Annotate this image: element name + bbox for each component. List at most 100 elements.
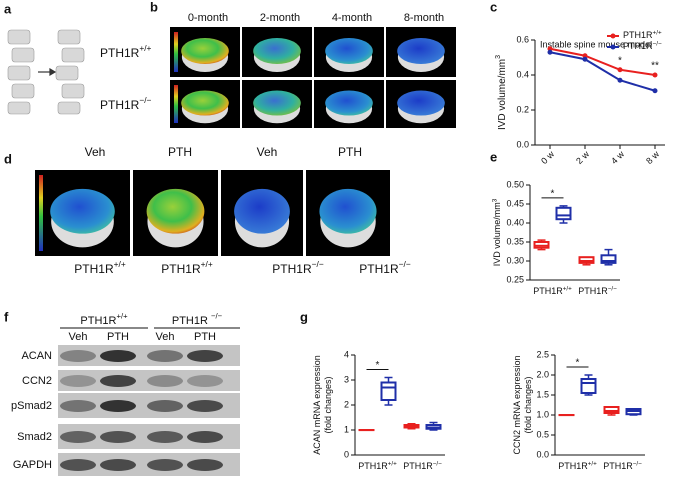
- box: [580, 378, 597, 394]
- column-label: 4-month: [332, 12, 372, 24]
- group-label: PTH1R−/−: [272, 259, 324, 276]
- x-tick-label-base: PTH1R: [578, 286, 608, 296]
- x-tick-label-sup: −/−: [608, 285, 617, 292]
- line: [549, 47, 656, 76]
- panel-label: b: [150, 0, 158, 14]
- y-tick-label: 1.5: [536, 389, 549, 399]
- panel-label: f: [4, 309, 9, 324]
- blot-band: [187, 431, 223, 443]
- lane-label: PTH: [194, 331, 216, 343]
- group-label-base: PTH1R: [80, 315, 116, 327]
- disc-top: [397, 38, 445, 64]
- group-label: PTH1R+/+: [161, 259, 213, 276]
- blot-band: [147, 350, 183, 362]
- y-axis-label-base: IVD volume/mm: [497, 59, 508, 130]
- x-tick-label: 0 w: [539, 149, 556, 166]
- lane-label: Veh: [156, 331, 175, 343]
- blot-row-label: CCN2: [22, 375, 52, 387]
- legend-marker: [610, 44, 616, 50]
- marker: [652, 72, 658, 78]
- y-tick-label: 0.0: [536, 449, 549, 459]
- x-tick-label-base: PTH1R: [533, 286, 563, 296]
- x-tick-label-base: PTH1R: [603, 461, 633, 471]
- group-label: PTH1R+/+: [80, 312, 128, 327]
- y-tick-label: 0.6: [516, 34, 529, 44]
- y-axis-label: IVD volume/mm3: [495, 55, 508, 130]
- disc-top: [181, 90, 229, 116]
- y-axis-label: IVD volume/mm3: [491, 198, 502, 266]
- marker: [547, 49, 553, 55]
- group-label-sup: −/−: [211, 312, 223, 321]
- legend-label-sup: −/−: [653, 40, 662, 47]
- annotation: **: [651, 61, 659, 72]
- x-tick-label-base: PTH1R: [558, 461, 588, 471]
- marker: [652, 88, 658, 94]
- y-axis-label-base: ACAN mRNA expression: [312, 355, 322, 455]
- row-label-base: PTH1R: [100, 98, 140, 112]
- y-tick-label: 0.2: [516, 104, 529, 114]
- annotation: *: [551, 189, 555, 200]
- group-label-sup: +/+: [201, 259, 213, 269]
- x-tick-label-base: PTH1R: [403, 461, 433, 471]
- column-label: PTH: [338, 145, 362, 159]
- group-label: PTH1R−/−: [359, 259, 411, 276]
- group-label-base: PTH1R: [272, 262, 312, 276]
- disc-top: [181, 38, 229, 64]
- panel-label: g: [300, 309, 308, 324]
- y-tick-label: 0.25: [506, 274, 524, 284]
- x-tick-label-sup: +/+: [588, 460, 597, 467]
- y-axis-label: ACAN mRNA expression: [312, 355, 322, 455]
- blot-row-label: Smad2: [17, 431, 52, 443]
- group-label-sup: +/+: [114, 259, 126, 269]
- line: [549, 51, 656, 92]
- y-axis-label: (fold changes): [523, 376, 533, 433]
- legend-marker: [610, 33, 616, 39]
- x-tick-label: PTH1R+/+: [558, 460, 597, 471]
- y-tick-label: 0.40: [506, 217, 524, 227]
- row-label-base: PTH1R: [100, 46, 140, 60]
- y-axis-label-base: (fold changes): [323, 376, 333, 433]
- y-tick-label: 4: [344, 349, 349, 359]
- y-axis-label-sup: 3: [495, 55, 502, 59]
- blot-band: [187, 459, 223, 471]
- group-label-sup: +/+: [116, 312, 128, 321]
- y-tick-label: 0.45: [506, 198, 524, 208]
- x-tick-label-sup: +/+: [563, 285, 572, 292]
- color-bar: [174, 85, 178, 123]
- y-axis-label-base: (fold changes): [523, 376, 533, 433]
- column-label: 2-month: [260, 12, 300, 24]
- disc-top: [253, 90, 301, 116]
- legend-label-sup: +/+: [653, 29, 662, 36]
- legend-label: PTH1R−/−: [623, 40, 662, 51]
- annotation: *: [576, 358, 580, 369]
- group-label-base: PTH1R: [161, 262, 201, 276]
- disc-top: [253, 38, 301, 64]
- blot-band: [187, 400, 223, 412]
- arrow: [38, 67, 57, 77]
- x-tick-label-sup: −/−: [433, 460, 442, 467]
- disc-top: [319, 188, 377, 234]
- group-label-base: PTH1R: [172, 315, 211, 327]
- disc-top: [50, 188, 115, 234]
- row-label: PTH1R−/−: [100, 95, 152, 112]
- y-tick-label: 2.0: [536, 369, 549, 379]
- disc-top: [397, 90, 445, 116]
- group-label-base: PTH1R: [359, 262, 399, 276]
- lane-label: Veh: [69, 331, 88, 343]
- column-label: 8-month: [404, 12, 444, 24]
- y-axis-label-sup: 3: [491, 198, 498, 202]
- y-tick-label: 0.35: [506, 236, 524, 246]
- blot-band: [100, 400, 136, 412]
- blot-band: [100, 459, 136, 471]
- blot-band: [60, 350, 96, 362]
- group-label: PTH1R+/+: [74, 259, 126, 276]
- x-tick-label: PTH1R−/−: [603, 460, 642, 471]
- marker: [617, 67, 623, 73]
- x-tick-label-base: PTH1R: [358, 461, 388, 471]
- box: [555, 206, 572, 221]
- blot-band: [187, 375, 223, 387]
- y-tick-label: 0.5: [536, 429, 549, 439]
- blot-band: [147, 400, 183, 412]
- disc-top: [146, 188, 205, 234]
